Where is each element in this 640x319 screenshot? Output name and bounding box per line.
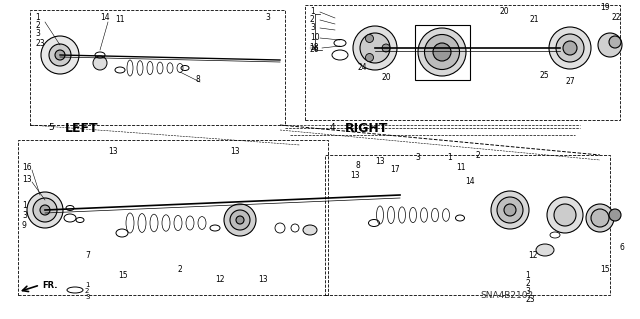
Bar — [415, 25, 470, 80]
Text: 21: 21 — [530, 16, 540, 25]
Text: 11: 11 — [456, 164, 465, 173]
Ellipse shape — [598, 33, 622, 57]
Ellipse shape — [33, 198, 57, 222]
Ellipse shape — [360, 33, 390, 63]
Bar — [30, 10, 285, 125]
Text: 14: 14 — [100, 13, 109, 23]
Ellipse shape — [609, 36, 621, 48]
Ellipse shape — [382, 44, 390, 52]
Text: 13: 13 — [350, 170, 360, 180]
Text: 20: 20 — [500, 8, 509, 17]
Text: 3: 3 — [265, 13, 270, 23]
Ellipse shape — [224, 204, 256, 236]
Bar — [305, 5, 620, 120]
Ellipse shape — [504, 204, 516, 216]
Text: 12: 12 — [215, 276, 225, 285]
Text: 23: 23 — [35, 40, 45, 48]
Ellipse shape — [93, 56, 107, 70]
Text: 12: 12 — [528, 250, 538, 259]
Text: 16: 16 — [22, 164, 31, 173]
Text: 2: 2 — [310, 16, 315, 25]
Text: 10: 10 — [310, 33, 319, 42]
Ellipse shape — [27, 192, 63, 228]
Text: 19: 19 — [600, 4, 610, 12]
Text: 4: 4 — [330, 123, 335, 132]
Text: 8: 8 — [355, 160, 360, 169]
Ellipse shape — [547, 197, 583, 233]
Text: 1: 1 — [85, 282, 90, 288]
Text: 3: 3 — [35, 29, 40, 39]
Text: 27: 27 — [565, 78, 575, 86]
Ellipse shape — [424, 34, 460, 70]
Text: 7: 7 — [85, 250, 90, 259]
Text: 3: 3 — [85, 294, 90, 300]
Text: 2: 2 — [178, 265, 183, 275]
Ellipse shape — [40, 205, 50, 215]
Bar — [18, 140, 328, 295]
Text: 23: 23 — [525, 295, 534, 305]
Text: 3: 3 — [310, 24, 315, 33]
Text: 1: 1 — [525, 271, 530, 279]
Ellipse shape — [353, 26, 397, 70]
Text: 13: 13 — [108, 147, 118, 157]
Ellipse shape — [491, 191, 529, 229]
Text: 17: 17 — [390, 166, 399, 174]
Text: 1: 1 — [310, 8, 315, 17]
Text: 2: 2 — [35, 21, 40, 31]
Ellipse shape — [563, 41, 577, 55]
Text: FR.: FR. — [42, 280, 58, 290]
Text: 5: 5 — [48, 123, 54, 132]
Text: 13: 13 — [230, 147, 239, 157]
Text: LEFT: LEFT — [65, 122, 99, 135]
Ellipse shape — [230, 210, 250, 230]
Text: RIGHT: RIGHT — [345, 122, 388, 135]
Text: 26: 26 — [310, 46, 319, 55]
Text: 13: 13 — [22, 175, 31, 184]
Text: 8: 8 — [195, 76, 200, 85]
Text: 11: 11 — [115, 16, 125, 25]
Text: 25: 25 — [540, 70, 550, 79]
Ellipse shape — [49, 44, 71, 66]
Ellipse shape — [554, 204, 576, 226]
Ellipse shape — [586, 204, 614, 232]
Ellipse shape — [536, 244, 554, 256]
Ellipse shape — [236, 216, 244, 224]
Ellipse shape — [556, 34, 584, 62]
Text: 3: 3 — [525, 286, 530, 295]
Ellipse shape — [303, 225, 317, 235]
Text: 1: 1 — [447, 153, 452, 162]
Ellipse shape — [549, 27, 591, 69]
Text: 2: 2 — [525, 278, 530, 287]
Ellipse shape — [365, 34, 374, 42]
Text: 13: 13 — [258, 276, 268, 285]
Ellipse shape — [55, 50, 65, 60]
Text: 1: 1 — [35, 13, 40, 23]
Text: 6: 6 — [620, 243, 625, 253]
Text: 2: 2 — [475, 151, 480, 160]
Text: 13: 13 — [375, 158, 385, 167]
Text: 14: 14 — [465, 177, 475, 187]
Text: 15: 15 — [600, 265, 610, 275]
Text: 24: 24 — [358, 63, 367, 72]
Ellipse shape — [497, 197, 523, 223]
Text: 3: 3 — [22, 211, 27, 219]
Text: SNA4B2102: SNA4B2102 — [480, 291, 533, 300]
Text: 20: 20 — [382, 73, 392, 83]
Text: 3: 3 — [415, 153, 420, 162]
Text: 2: 2 — [85, 288, 90, 294]
Text: 1: 1 — [22, 201, 27, 210]
Text: 15: 15 — [118, 271, 127, 279]
Ellipse shape — [365, 54, 374, 62]
Ellipse shape — [41, 36, 79, 74]
Text: 18: 18 — [309, 43, 319, 53]
Ellipse shape — [609, 209, 621, 221]
Text: 9: 9 — [22, 220, 27, 229]
Ellipse shape — [591, 209, 609, 227]
Ellipse shape — [418, 28, 466, 76]
Bar — [325, 155, 610, 295]
Ellipse shape — [433, 43, 451, 61]
Text: 22: 22 — [612, 13, 621, 23]
